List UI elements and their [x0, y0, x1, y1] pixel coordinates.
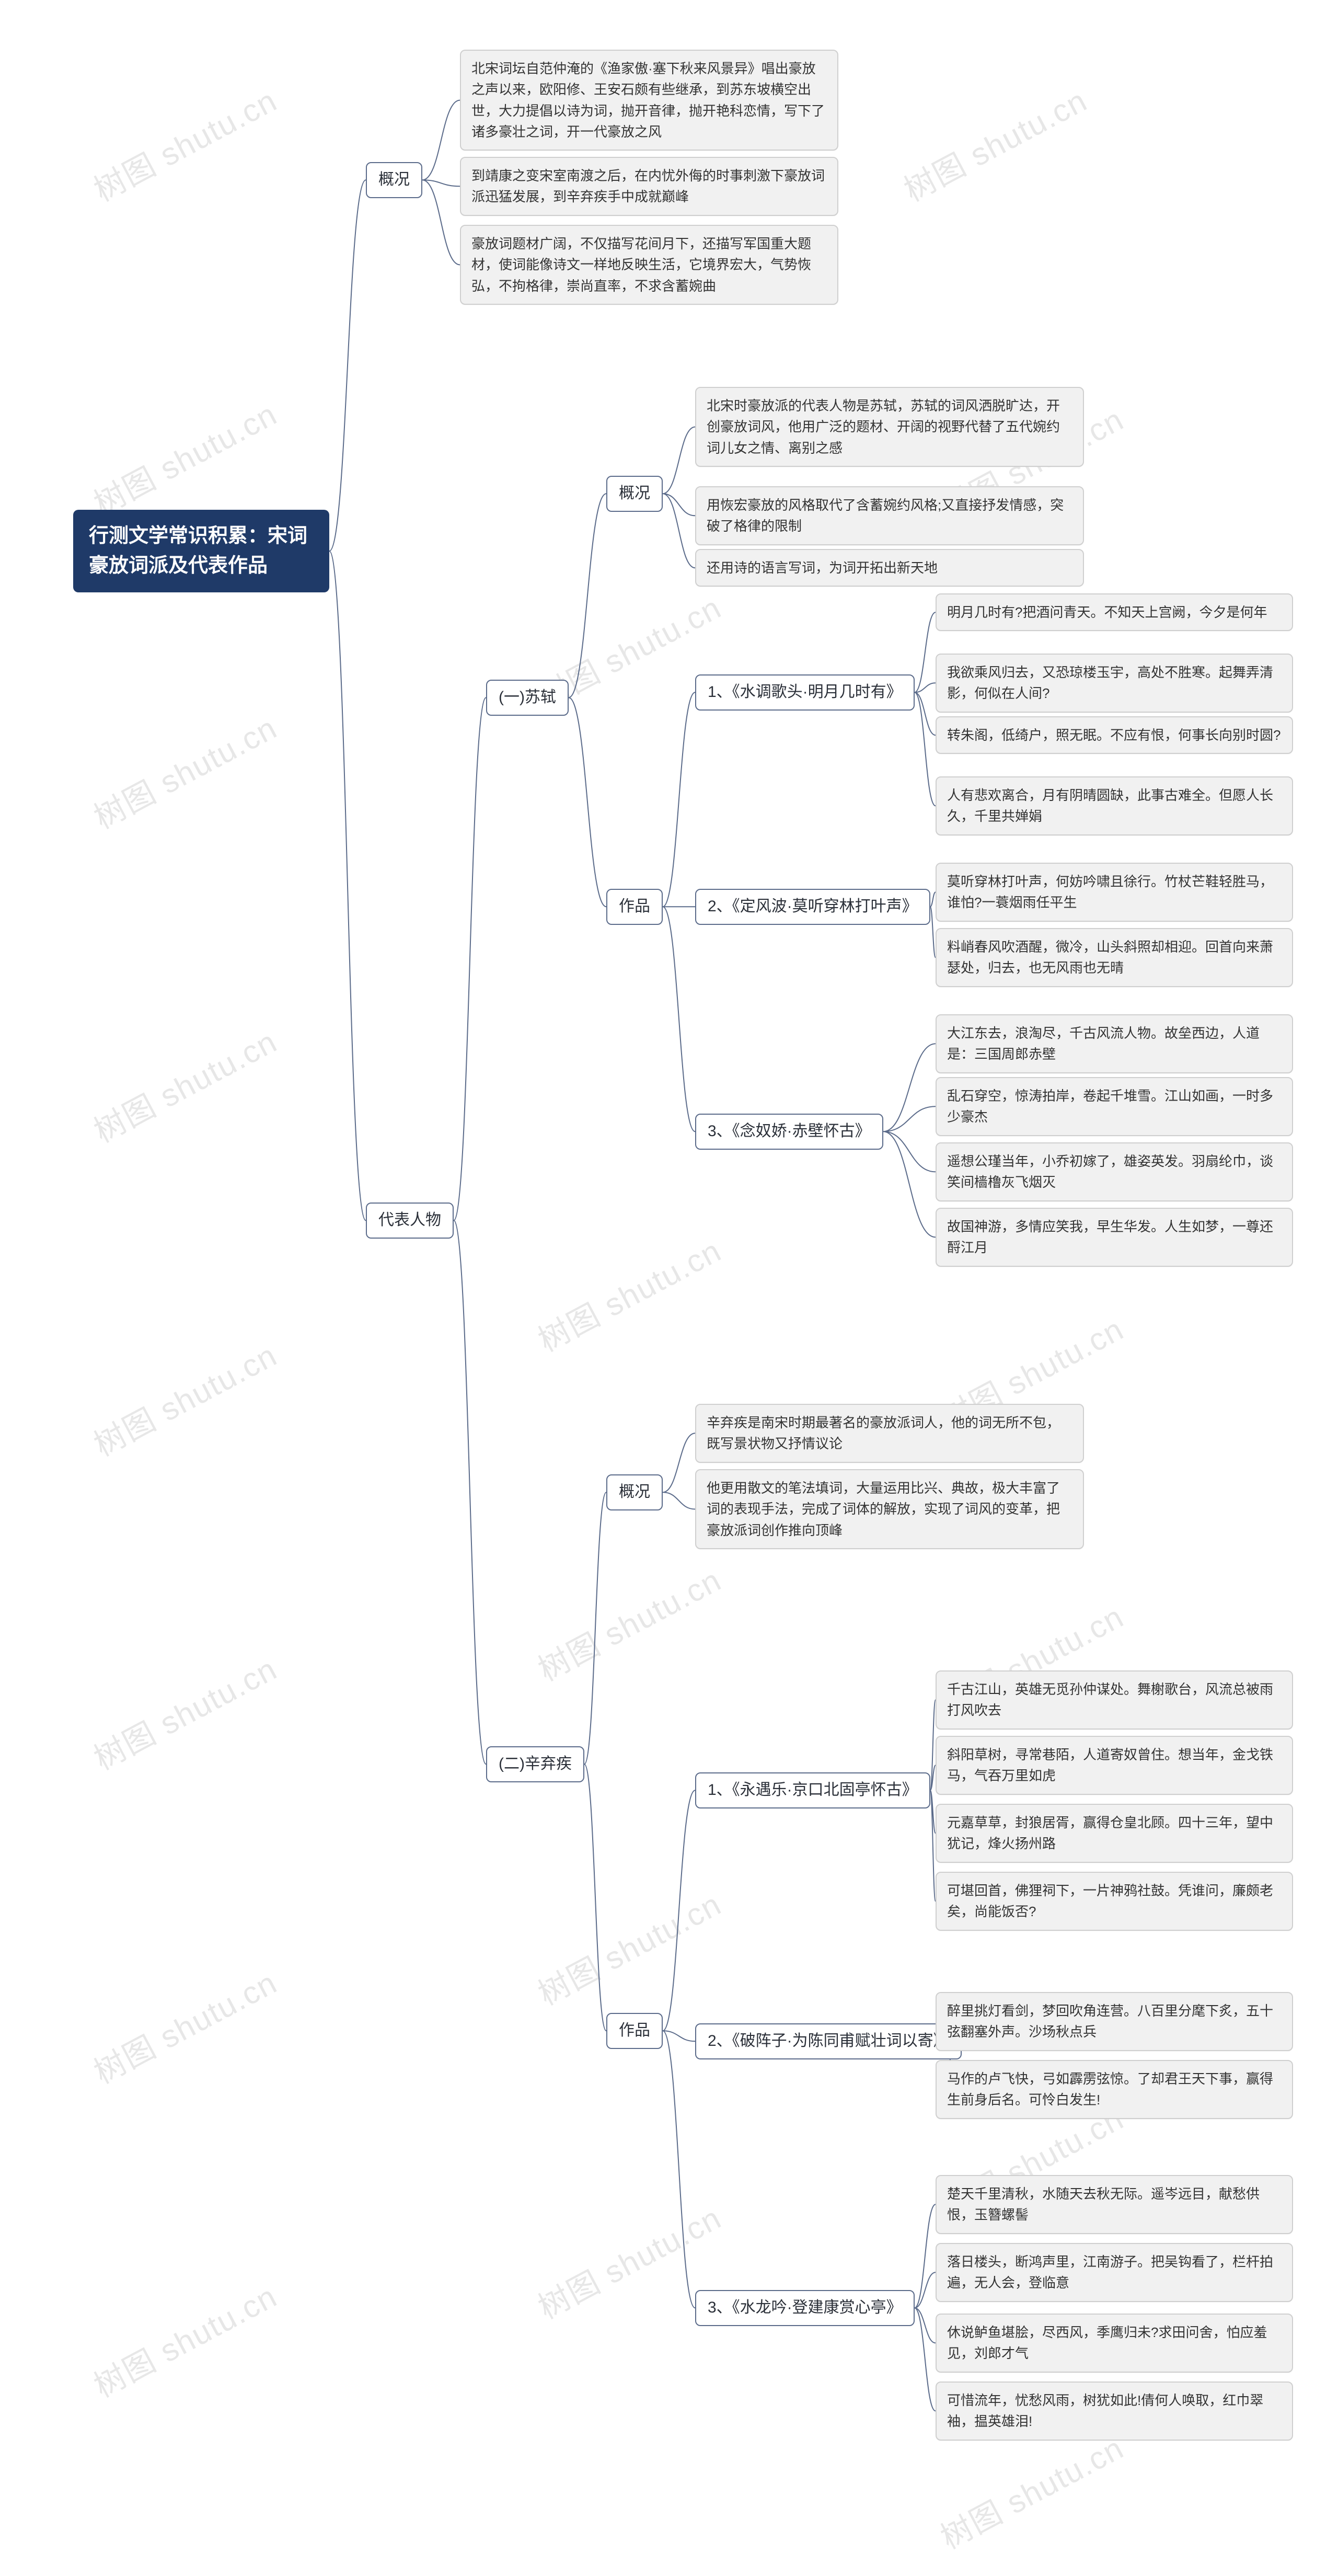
watermark: 树图 shutu.cn: [529, 1226, 728, 1361]
watermark: 树图 shutu.cn: [85, 703, 284, 838]
leaf-node: 人有悲欢离合，月有阴晴圆缺，此事古难全。但愿人长久，千里共婵娟: [936, 776, 1293, 835]
leaf-node: 遥想公瑾当年，小乔初嫁了，雄姿英发。羽扇纶巾，谈笑间樯橹灰飞烟灭: [936, 1142, 1293, 1201]
leaf-node: 故国神游，多情应笑我，早生华发。人生如梦，一尊还酹江月: [936, 1208, 1293, 1267]
leaf-node: 莫听穿林打叶声，何妨吟啸且徐行。竹杖芒鞋轻胜马，谁怕?一蓑烟雨任平生: [936, 863, 1293, 922]
branch-node: 3、《念奴娇·赤壁怀古》: [695, 1114, 883, 1150]
watermark: 树图 shutu.cn: [85, 1958, 284, 2093]
leaf-node: 还用诗的语言写词，为词开拓出新天地: [695, 549, 1084, 587]
leaf-node: 豪放词题材广阔，不仅描写花间月下，还描写军国重大题材，使词能像诗文一样地反映生活…: [460, 225, 838, 305]
watermark: 树图 shutu.cn: [85, 1644, 284, 1779]
branch-node: 作品: [606, 2013, 663, 2049]
leaf-node: 北宋时豪放派的代表人物是苏轼，苏轼的词风洒脱旷达，开创豪放词风，他用广泛的题材、…: [695, 387, 1084, 467]
branch-node: 1、《永遇乐·京口北固亭怀古》: [695, 1772, 930, 1808]
leaf-node: 辛弃疾是南宋时期最著名的豪放派词人，他的词无所不包，既写景状物又抒情议论: [695, 1404, 1084, 1463]
branch-node: 2、《定风波·莫听穿林打叶声》: [695, 889, 930, 925]
leaf-node: 大江东去，浪淘尽，千古风流人物。故垒西边，人道是：三国周郎赤壁: [936, 1014, 1293, 1073]
branch-node: 作品: [606, 889, 663, 925]
branch-node: (一)苏轼: [486, 680, 569, 716]
watermark: 树图 shutu.cn: [895, 76, 1094, 211]
branch-node: 代表人物: [366, 1203, 454, 1239]
leaf-node: 料峭春风吹酒醒，微冷，山头斜照却相迎。回首向来萧瑟处，归去，也无风雨也无晴: [936, 928, 1293, 987]
leaf-node: 马作的卢飞快，弓如霹雳弦惊。了却君王天下事，赢得生前身后名。可怜白发生!: [936, 2060, 1293, 2119]
branch-node: 概况: [606, 476, 663, 512]
watermark: 树图 shutu.cn: [85, 390, 284, 524]
leaf-node: 到靖康之变宋室南渡之后，在内忧外侮的时事刺激下豪放词派迅猛发展，到辛弃疾手中成就…: [460, 157, 838, 216]
leaf-node: 明月几时有?把酒问青天。不知天上宫阙，今夕是何年: [936, 593, 1293, 631]
branch-node: 3、《水龙吟·登建康赏心亭》: [695, 2290, 915, 2326]
branch-node: 1、《水调歌头·明月几时有》: [695, 674, 915, 711]
leaf-node: 斜阳草树，寻常巷陌，人道寄奴曾住。想当年，金戈铁马，气吞万里如虎: [936, 1736, 1293, 1795]
leaf-node: 转朱阁，低绮户，照无眠。不应有恨，何事长向别时圆?: [936, 716, 1293, 754]
watermark: 树图 shutu.cn: [85, 76, 284, 211]
leaf-node: 他更用散文的笔法填词，大量运用比兴、典故，极大丰富了词的表现手法，完成了词体的解…: [695, 1469, 1084, 1549]
leaf-node: 可惜流年，忧愁风雨，树犹如此!倩何人唤取，红巾翠袖，揾英雄泪!: [936, 2382, 1293, 2441]
watermark: 树图 shutu.cn: [529, 1880, 728, 2014]
branch-node: 2、《破阵子·为陈同甫赋壮词以寄》: [695, 2023, 962, 2059]
leaf-node: 我欲乘风归去，又恐琼楼玉宇，高处不胜寒。起舞弄清影，何似在人间?: [936, 654, 1293, 713]
leaf-node: 用恢宏豪放的风格取代了含蓄婉约风格;又直接抒发情感，突破了格律的限制: [695, 486, 1084, 545]
watermark: 树图 shutu.cn: [85, 1017, 284, 1152]
watermark: 树图 shutu.cn: [529, 1555, 728, 1690]
leaf-node: 醉里挑灯看剑，梦回吹角连营。八百里分麾下炙，五十弦翻塞外声。沙场秋点兵: [936, 1992, 1293, 2051]
watermark: 树图 shutu.cn: [931, 2423, 1131, 2558]
leaf-node: 乱石穿空，惊涛拍岸，卷起千堆雪。江山如画，一时多少豪杰: [936, 1077, 1293, 1136]
leaf-node: 楚天千里清秋，水随天去秋无际。遥岑远目，献愁供恨，玉簪螺髻: [936, 2175, 1293, 2234]
root-node: 行测文学常识积累：宋词豪放词派及代表作品: [73, 510, 329, 592]
watermark: 树图 shutu.cn: [85, 2272, 284, 2407]
leaf-node: 可堪回首，佛狸祠下，一片神鸦社鼓。凭谁问，廉颇老矣，尚能饭否?: [936, 1872, 1293, 1931]
branch-node: (二)辛弃疾: [486, 1746, 584, 1782]
leaf-node: 北宋词坛自范仲淹的《渔家傲·塞下秋来风景异》唱出豪放之声以来，欧阳修、王安石颇有…: [460, 50, 838, 151]
leaf-node: 落日楼头，断鸿声里，江南游子。把吴钩看了，栏杆拍遍，无人会，登临意: [936, 2243, 1293, 2302]
watermark: 树图 shutu.cn: [85, 1331, 284, 1466]
leaf-node: 千古江山，英雄无觅孙仲谋处。舞榭歌台，风流总被雨打风吹去: [936, 1670, 1293, 1730]
leaf-node: 休说鲈鱼堪脍，尽西风，季鹰归未?求田问舍，怕应羞见，刘郎才气: [936, 2314, 1293, 2373]
branch-node: 概况: [606, 1474, 663, 1510]
leaf-node: 元嘉草草，封狼居胥，赢得仓皇北顾。四十三年，望中犹记，烽火扬州路: [936, 1804, 1293, 1863]
branch-node: 概况: [366, 162, 422, 198]
mindmap-canvas: 树图 shutu.cn 树图 shutu.cn 树图 shutu.cn 树图 shut…: [0, 0, 1338, 2576]
